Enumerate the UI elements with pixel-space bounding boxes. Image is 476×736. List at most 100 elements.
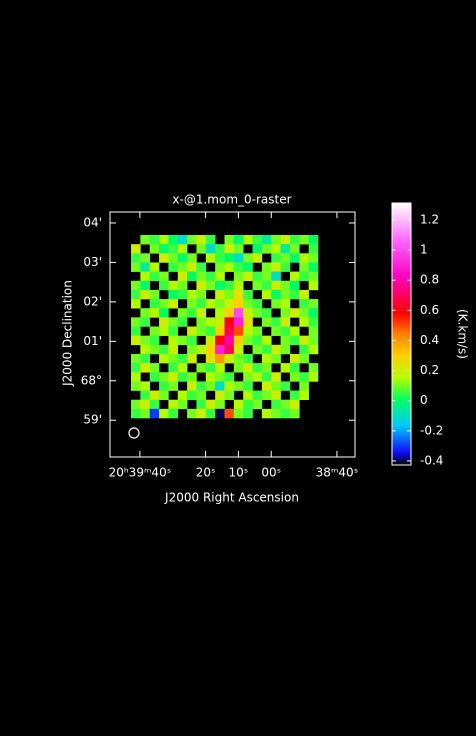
raster-cell [187, 335, 197, 346]
raster-cell [233, 353, 244, 364]
colorbar [391, 202, 412, 466]
raster-cell [215, 390, 225, 400]
x-tick-label: 00ˢ [261, 466, 281, 480]
raster-cell [224, 335, 235, 346]
raster-cell [280, 244, 291, 254]
raster-cell [280, 326, 291, 336]
raster-cell [159, 344, 169, 355]
colorbar-tick-label: 1 [420, 243, 428, 257]
raster-cell [261, 271, 272, 282]
raster-cell [252, 235, 263, 245]
raster-cell [224, 280, 235, 291]
raster-cell [252, 326, 263, 336]
raster-cell [299, 317, 309, 327]
raster-cell [243, 381, 253, 391]
raster-cell [224, 372, 235, 382]
raster-cell [271, 289, 281, 300]
raster-cell [140, 308, 150, 318]
raster-cell [205, 326, 216, 336]
y-axis-title: J2000 Declination [61, 280, 75, 387]
raster-cell [140, 335, 150, 346]
raster-cell [261, 308, 272, 318]
raster-cell [280, 308, 291, 318]
raster-cell [131, 326, 141, 336]
raster-cell [280, 289, 291, 300]
raster-cell [168, 372, 179, 382]
raster-cell [289, 289, 300, 300]
raster-cell [308, 235, 319, 245]
raster-cell [215, 308, 225, 318]
raster-cell [243, 317, 253, 327]
raster-cell [271, 235, 281, 245]
raster-cell [271, 399, 281, 410]
raster-cell [243, 372, 253, 382]
raster-cell [149, 344, 160, 355]
raster-cell [271, 253, 281, 263]
raster-cell [168, 353, 179, 364]
raster-cell [243, 308, 253, 318]
raster-cell [168, 381, 179, 391]
raster-cell [131, 253, 141, 263]
raster-cell [224, 344, 235, 355]
raster-cell [233, 253, 244, 263]
colorbar-tick-label: 0.4 [420, 333, 439, 347]
raster-cell [187, 381, 197, 391]
raster-cell [149, 289, 160, 300]
raster-cell [187, 408, 197, 419]
raster-cell [149, 372, 160, 382]
colorbar-tick-label: -0.4 [420, 453, 443, 467]
raster-cell [187, 372, 197, 382]
raster-cell [215, 244, 225, 254]
y-tick-label: 02' [83, 294, 102, 308]
raster-cell [196, 344, 207, 355]
colorbar-tick-label: 0.8 [420, 273, 439, 287]
raster-cell [205, 372, 216, 382]
raster-cell [271, 280, 281, 291]
raster-cell [215, 381, 225, 391]
raster-cell [271, 381, 281, 391]
raster-cell [233, 326, 244, 336]
raster-cell [280, 363, 291, 373]
raster-cell [224, 299, 235, 309]
raster-cell [271, 244, 281, 254]
raster-cell [187, 390, 197, 400]
raster-cell [140, 235, 150, 245]
raster-cell [233, 344, 244, 355]
raster-cell [205, 399, 216, 410]
raster-cell [243, 262, 253, 272]
raster-cell [168, 244, 179, 254]
raster-cell [149, 335, 160, 346]
raster-cell [299, 271, 309, 282]
raster-cell [196, 381, 207, 391]
raster-cell [205, 353, 216, 364]
colorbar-title: (K.km/s) [456, 309, 470, 359]
raster-cell [289, 235, 300, 245]
raster-cell [280, 235, 291, 245]
raster-cell [233, 280, 244, 291]
raster-cell [177, 363, 188, 373]
raster-cell [215, 271, 225, 282]
raster-cell [159, 280, 169, 291]
raster-cell [261, 262, 272, 272]
raster-cell [299, 335, 309, 346]
raster-cell [233, 271, 244, 282]
raster-cell [149, 271, 160, 282]
raster-cell [131, 299, 141, 309]
raster-cell [196, 363, 207, 373]
raster-cell [252, 390, 263, 400]
raster-cell [280, 381, 291, 391]
raster-cell [205, 244, 216, 254]
raster-cell [140, 262, 150, 272]
raster-cell [215, 353, 225, 364]
y-tick-label: 59' [83, 413, 102, 427]
raster-cell [233, 308, 244, 318]
raster-cell [177, 390, 188, 400]
raster-cell [271, 262, 281, 272]
raster-cell [224, 326, 235, 336]
raster-cell [168, 326, 179, 336]
raster-cell [261, 289, 272, 300]
raster-cell [261, 235, 272, 245]
raster-cell [205, 381, 216, 391]
raster-cell [289, 372, 300, 382]
raster-cell [243, 390, 253, 400]
